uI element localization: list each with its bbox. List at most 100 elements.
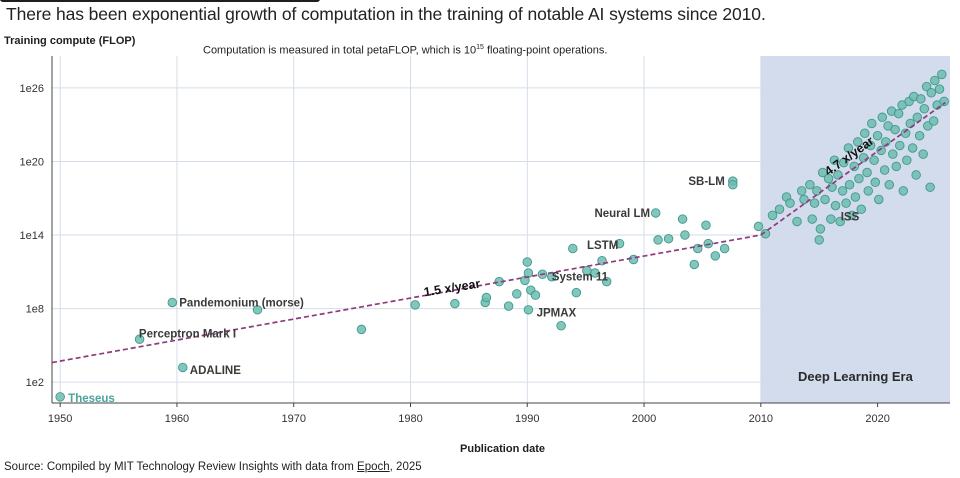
source-text: Source: Compiled by MIT Technology Revie… bbox=[4, 461, 358, 473]
y-tick-label: 1e8 bbox=[26, 304, 44, 316]
data-point bbox=[911, 170, 921, 180]
x-tick-label: 2000 bbox=[632, 413, 656, 425]
data-point bbox=[843, 143, 854, 153]
data-point bbox=[614, 238, 625, 249]
point-annotation: ADALINE bbox=[190, 365, 241, 377]
data-point bbox=[837, 186, 848, 196]
data-point bbox=[805, 179, 815, 190]
data-point bbox=[844, 179, 855, 190]
data-point bbox=[926, 88, 937, 98]
data-point bbox=[841, 198, 851, 208]
data-point bbox=[919, 103, 930, 114]
data-point bbox=[512, 289, 522, 299]
y-axis-title: Training compute (FLOP) bbox=[4, 35, 136, 47]
data-point bbox=[928, 116, 939, 126]
point-annotation: Neural LM bbox=[594, 208, 650, 220]
data-point bbox=[914, 130, 925, 141]
data-point bbox=[852, 137, 863, 147]
data-point bbox=[833, 170, 843, 180]
data-point bbox=[807, 214, 817, 224]
data-point bbox=[728, 179, 738, 190]
data-point bbox=[719, 243, 730, 254]
data-point bbox=[820, 194, 830, 205]
data-point bbox=[653, 235, 663, 245]
note-exponent: 15 bbox=[476, 44, 484, 51]
data-point bbox=[680, 230, 690, 240]
data-point bbox=[410, 300, 420, 310]
data-point bbox=[571, 287, 582, 298]
data-point bbox=[916, 94, 926, 104]
x-tick-label: 1970 bbox=[281, 413, 305, 425]
data-point bbox=[710, 251, 721, 261]
data-point bbox=[809, 198, 820, 208]
data-point bbox=[55, 392, 65, 402]
data-point bbox=[912, 112, 923, 123]
data-point bbox=[701, 220, 711, 230]
data-point bbox=[827, 182, 837, 192]
data-point bbox=[867, 118, 877, 129]
data-point bbox=[890, 124, 900, 135]
point-annotation: ISS bbox=[841, 212, 860, 224]
data-point bbox=[902, 155, 912, 165]
x-tick-label: 1960 bbox=[165, 413, 189, 425]
data-point bbox=[891, 161, 902, 172]
data-point bbox=[785, 198, 795, 208]
data-point bbox=[869, 155, 879, 165]
note-text-end: floating-point operations. bbox=[483, 44, 608, 57]
data-point bbox=[815, 224, 826, 234]
trend-line bbox=[51, 234, 761, 364]
point-annotation: LSTM bbox=[587, 240, 618, 252]
data-point bbox=[689, 259, 700, 270]
data-point bbox=[826, 214, 836, 224]
data-point bbox=[792, 216, 802, 227]
data-point bbox=[530, 290, 541, 300]
chart-headline: There has been exponential growth of com… bbox=[6, 4, 766, 24]
data-point bbox=[677, 214, 688, 224]
data-point bbox=[862, 167, 872, 178]
data-point bbox=[856, 204, 867, 215]
data-point bbox=[898, 186, 909, 196]
x-tick-label: 1950 bbox=[48, 413, 72, 425]
data-point bbox=[650, 208, 661, 218]
data-point bbox=[568, 243, 578, 254]
data-point bbox=[888, 149, 898, 159]
data-point bbox=[522, 257, 533, 267]
data-point bbox=[907, 143, 918, 153]
y-tick-label: 1e26 bbox=[20, 83, 44, 95]
point-annotation: SB-LM bbox=[688, 176, 724, 188]
data-point bbox=[893, 108, 904, 119]
data-point bbox=[939, 96, 949, 107]
measurement-note: Computation is measured in total petaFLO… bbox=[203, 44, 607, 57]
data-point bbox=[879, 165, 890, 175]
x-axis-title: Publication date bbox=[460, 443, 545, 455]
data-point bbox=[918, 149, 928, 159]
data-point bbox=[356, 324, 367, 335]
data-point bbox=[812, 186, 822, 196]
data-point bbox=[863, 186, 874, 196]
y-tick-label: 1e20 bbox=[20, 156, 44, 168]
point-annotation: Perceptron Mark I bbox=[139, 328, 236, 340]
data-point bbox=[590, 268, 600, 278]
data-point bbox=[865, 140, 876, 151]
data-point bbox=[523, 305, 534, 315]
data-point bbox=[925, 182, 935, 192]
data-point bbox=[753, 221, 764, 232]
data-point bbox=[829, 155, 840, 165]
x-tick-label: 1990 bbox=[515, 413, 539, 425]
y-tick-label: 1e14 bbox=[20, 230, 44, 242]
data-point bbox=[134, 334, 145, 344]
source-link[interactable]: Epoch bbox=[357, 461, 390, 473]
data-point bbox=[937, 69, 947, 80]
data-point bbox=[178, 362, 188, 373]
data-point bbox=[774, 204, 785, 215]
data-point bbox=[830, 200, 841, 211]
data-point bbox=[817, 167, 828, 178]
x-tick-label: 2020 bbox=[865, 413, 889, 425]
data-point bbox=[663, 233, 674, 244]
note-text: Computation is measured in total petaFLO… bbox=[203, 44, 477, 57]
source-text-end: , 2025 bbox=[389, 461, 422, 473]
point-annotation: Theseus bbox=[68, 393, 115, 405]
data-point bbox=[874, 194, 884, 205]
data-point bbox=[252, 305, 263, 315]
